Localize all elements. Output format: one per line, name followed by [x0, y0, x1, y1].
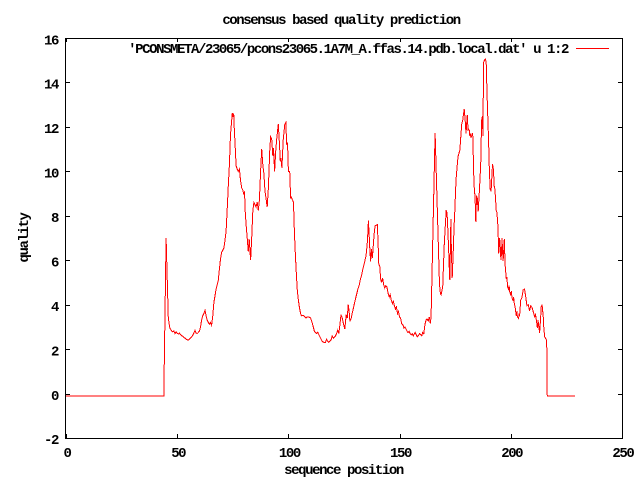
svg-text:100: 100	[279, 446, 301, 462]
svg-text:6: 6	[51, 256, 59, 272]
svg-text:12: 12	[44, 122, 59, 138]
svg-text:-2: -2	[44, 433, 59, 449]
svg-text:250: 250	[612, 446, 634, 462]
svg-text:2: 2	[51, 344, 59, 360]
svg-text:quality: quality	[17, 212, 33, 263]
svg-text:sequence position: sequence position	[284, 463, 404, 479]
svg-text:14: 14	[44, 78, 59, 94]
svg-text:0: 0	[51, 389, 59, 405]
svg-text:200: 200	[501, 446, 523, 462]
svg-text:50: 50	[171, 446, 186, 462]
svg-text:16: 16	[44, 33, 59, 49]
svg-text:8: 8	[51, 211, 59, 227]
svg-text:10: 10	[44, 167, 59, 183]
svg-text:'PCONSMETA/23065/pcons23065.1A: 'PCONSMETA/23065/pcons23065.1A7M_A.ffas.…	[128, 42, 569, 58]
svg-text:consensus based quality predic: consensus based quality prediction	[222, 13, 460, 29]
svg-text:4: 4	[51, 300, 59, 316]
svg-text:150: 150	[390, 446, 412, 462]
svg-text:0: 0	[64, 446, 72, 462]
